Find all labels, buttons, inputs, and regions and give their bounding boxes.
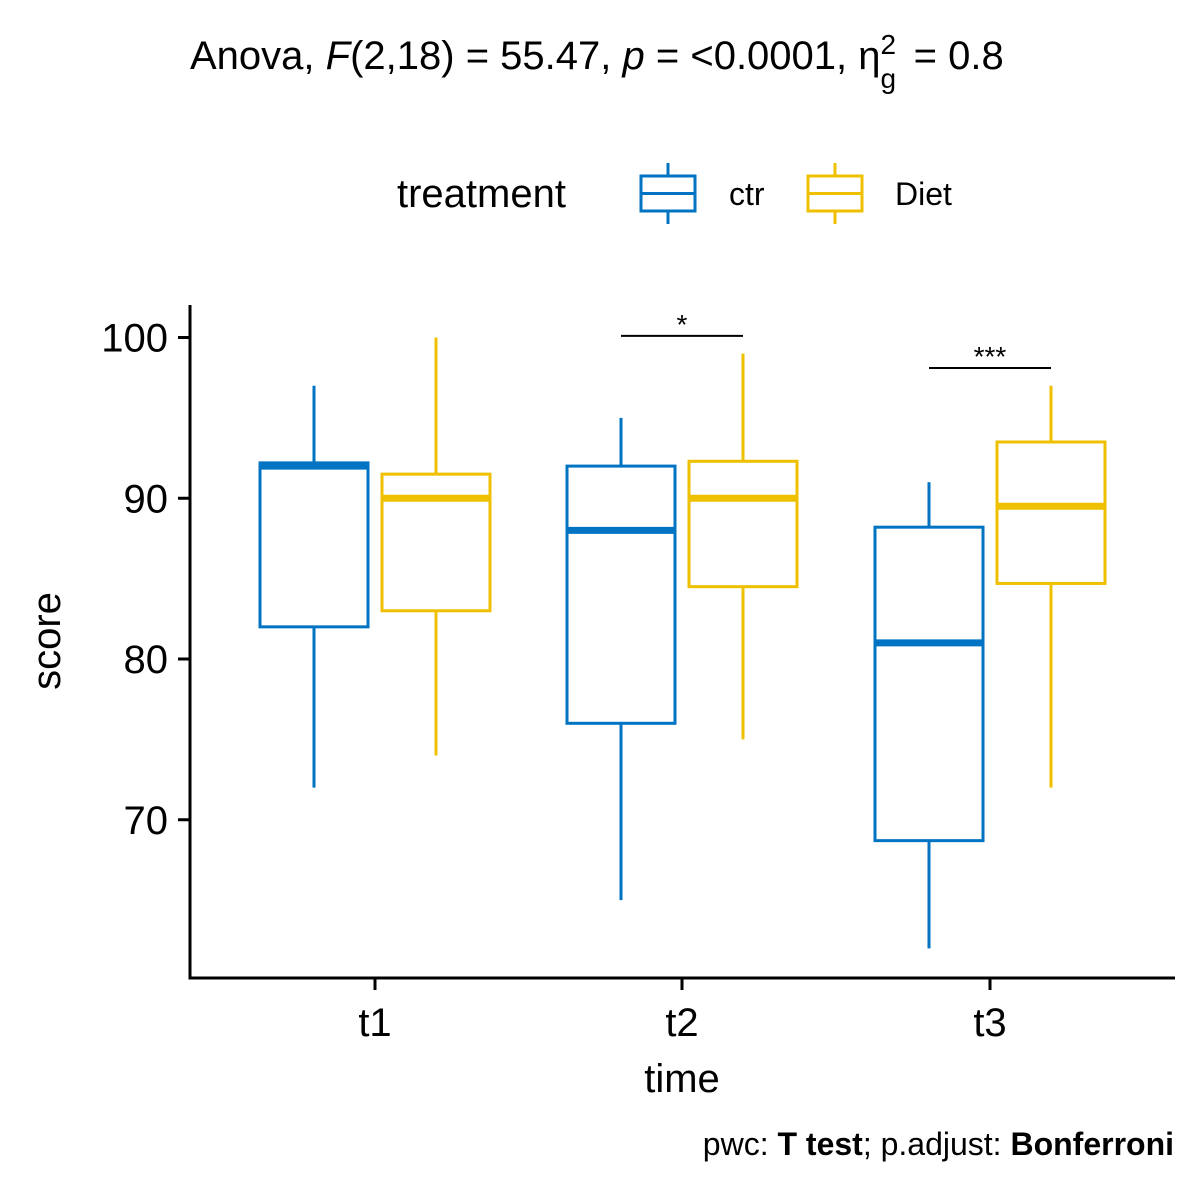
x-axis-title: time: [644, 1057, 720, 1101]
caption-method: Bonferroni: [1010, 1126, 1174, 1162]
y-tick-label: 90: [124, 477, 169, 521]
box-ctr-t2: [565, 417, 677, 901]
box-body: [995, 440, 1107, 585]
box-body: [565, 464, 677, 725]
y-tick-label: 70: [124, 799, 169, 843]
significance-t2: *: [621, 309, 743, 340]
significance-label: *: [677, 309, 688, 340]
caption-part3: ; p.adjust:: [862, 1126, 1011, 1162]
title-p-symbol: p: [622, 34, 645, 78]
legend-label-diet: Diet: [895, 176, 952, 212]
legend-title: treatment: [397, 172, 566, 216]
legend-label-ctr: ctr: [729, 176, 765, 212]
box-body: [873, 525, 985, 843]
box-body: [380, 472, 492, 613]
y-tick-label: 100: [101, 317, 168, 361]
y-axis-title: score: [25, 592, 69, 690]
title-p-value: = <0.0001,: [644, 34, 859, 78]
title-prefix: Anova,: [190, 34, 326, 78]
box-body: [258, 461, 370, 629]
caption: pwc: T test; p.adjust: Bonferroni: [703, 1126, 1174, 1163]
box-diet-t3: [995, 385, 1107, 788]
title-f-symbol: F: [325, 34, 351, 78]
box-diet-t2: [687, 353, 799, 740]
legend-key-diet: [806, 163, 864, 224]
box-ctr-t3: [873, 482, 985, 949]
caption-test: T test: [777, 1126, 863, 1162]
title-eta-value: = 0.8: [902, 34, 1004, 78]
legend-key-ctr: [639, 163, 697, 224]
significance-label: ***: [974, 341, 1007, 372]
x-tick-label: t2: [665, 1001, 698, 1045]
title-f-args: (2,18) = 55.47,: [350, 34, 623, 78]
box-diet-t1: [380, 337, 492, 756]
x-tick-label: t1: [358, 1001, 391, 1045]
x-tick-label: t3: [973, 1001, 1006, 1045]
significance-t3: ***: [929, 341, 1051, 372]
box-ctr-t1: [258, 385, 370, 788]
y-tick-label: 80: [124, 638, 169, 682]
title-eta-sup: 2: [880, 29, 897, 60]
box-body: [687, 459, 799, 589]
caption-part1: pwc:: [702, 1126, 778, 1162]
title-eta: η: [858, 34, 881, 78]
title-eta-sub: g: [880, 63, 897, 94]
